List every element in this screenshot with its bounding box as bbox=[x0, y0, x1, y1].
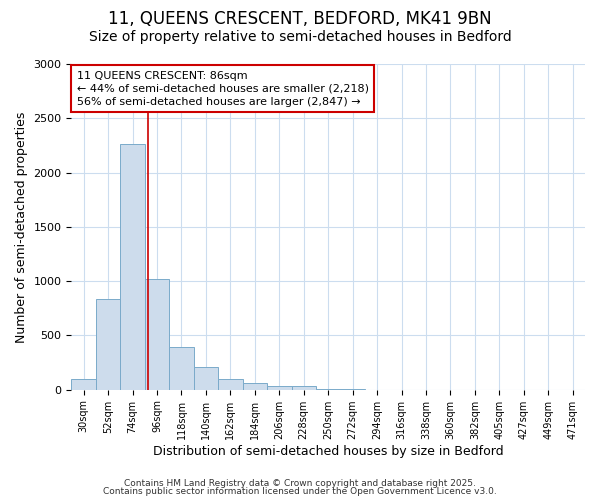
Bar bbox=[96, 298, 121, 390]
Bar bbox=[340, 389, 365, 390]
Bar bbox=[121, 144, 145, 390]
Bar bbox=[169, 347, 194, 390]
Bar bbox=[218, 379, 242, 390]
Text: Contains HM Land Registry data © Crown copyright and database right 2025.: Contains HM Land Registry data © Crown c… bbox=[124, 478, 476, 488]
Text: 11, QUEENS CRESCENT, BEDFORD, MK41 9BN: 11, QUEENS CRESCENT, BEDFORD, MK41 9BN bbox=[108, 10, 492, 28]
Bar bbox=[267, 386, 292, 390]
Bar bbox=[194, 368, 218, 390]
Bar bbox=[71, 379, 96, 390]
Bar bbox=[145, 279, 169, 390]
Text: 11 QUEENS CRESCENT: 86sqm
← 44% of semi-detached houses are smaller (2,218)
56% : 11 QUEENS CRESCENT: 86sqm ← 44% of semi-… bbox=[77, 70, 368, 107]
Bar bbox=[316, 389, 340, 390]
Text: Contains public sector information licensed under the Open Government Licence v3: Contains public sector information licen… bbox=[103, 487, 497, 496]
Bar bbox=[242, 383, 267, 390]
Bar bbox=[292, 386, 316, 390]
Text: Size of property relative to semi-detached houses in Bedford: Size of property relative to semi-detach… bbox=[89, 30, 511, 44]
Y-axis label: Number of semi-detached properties: Number of semi-detached properties bbox=[15, 111, 28, 342]
X-axis label: Distribution of semi-detached houses by size in Bedford: Distribution of semi-detached houses by … bbox=[153, 444, 503, 458]
